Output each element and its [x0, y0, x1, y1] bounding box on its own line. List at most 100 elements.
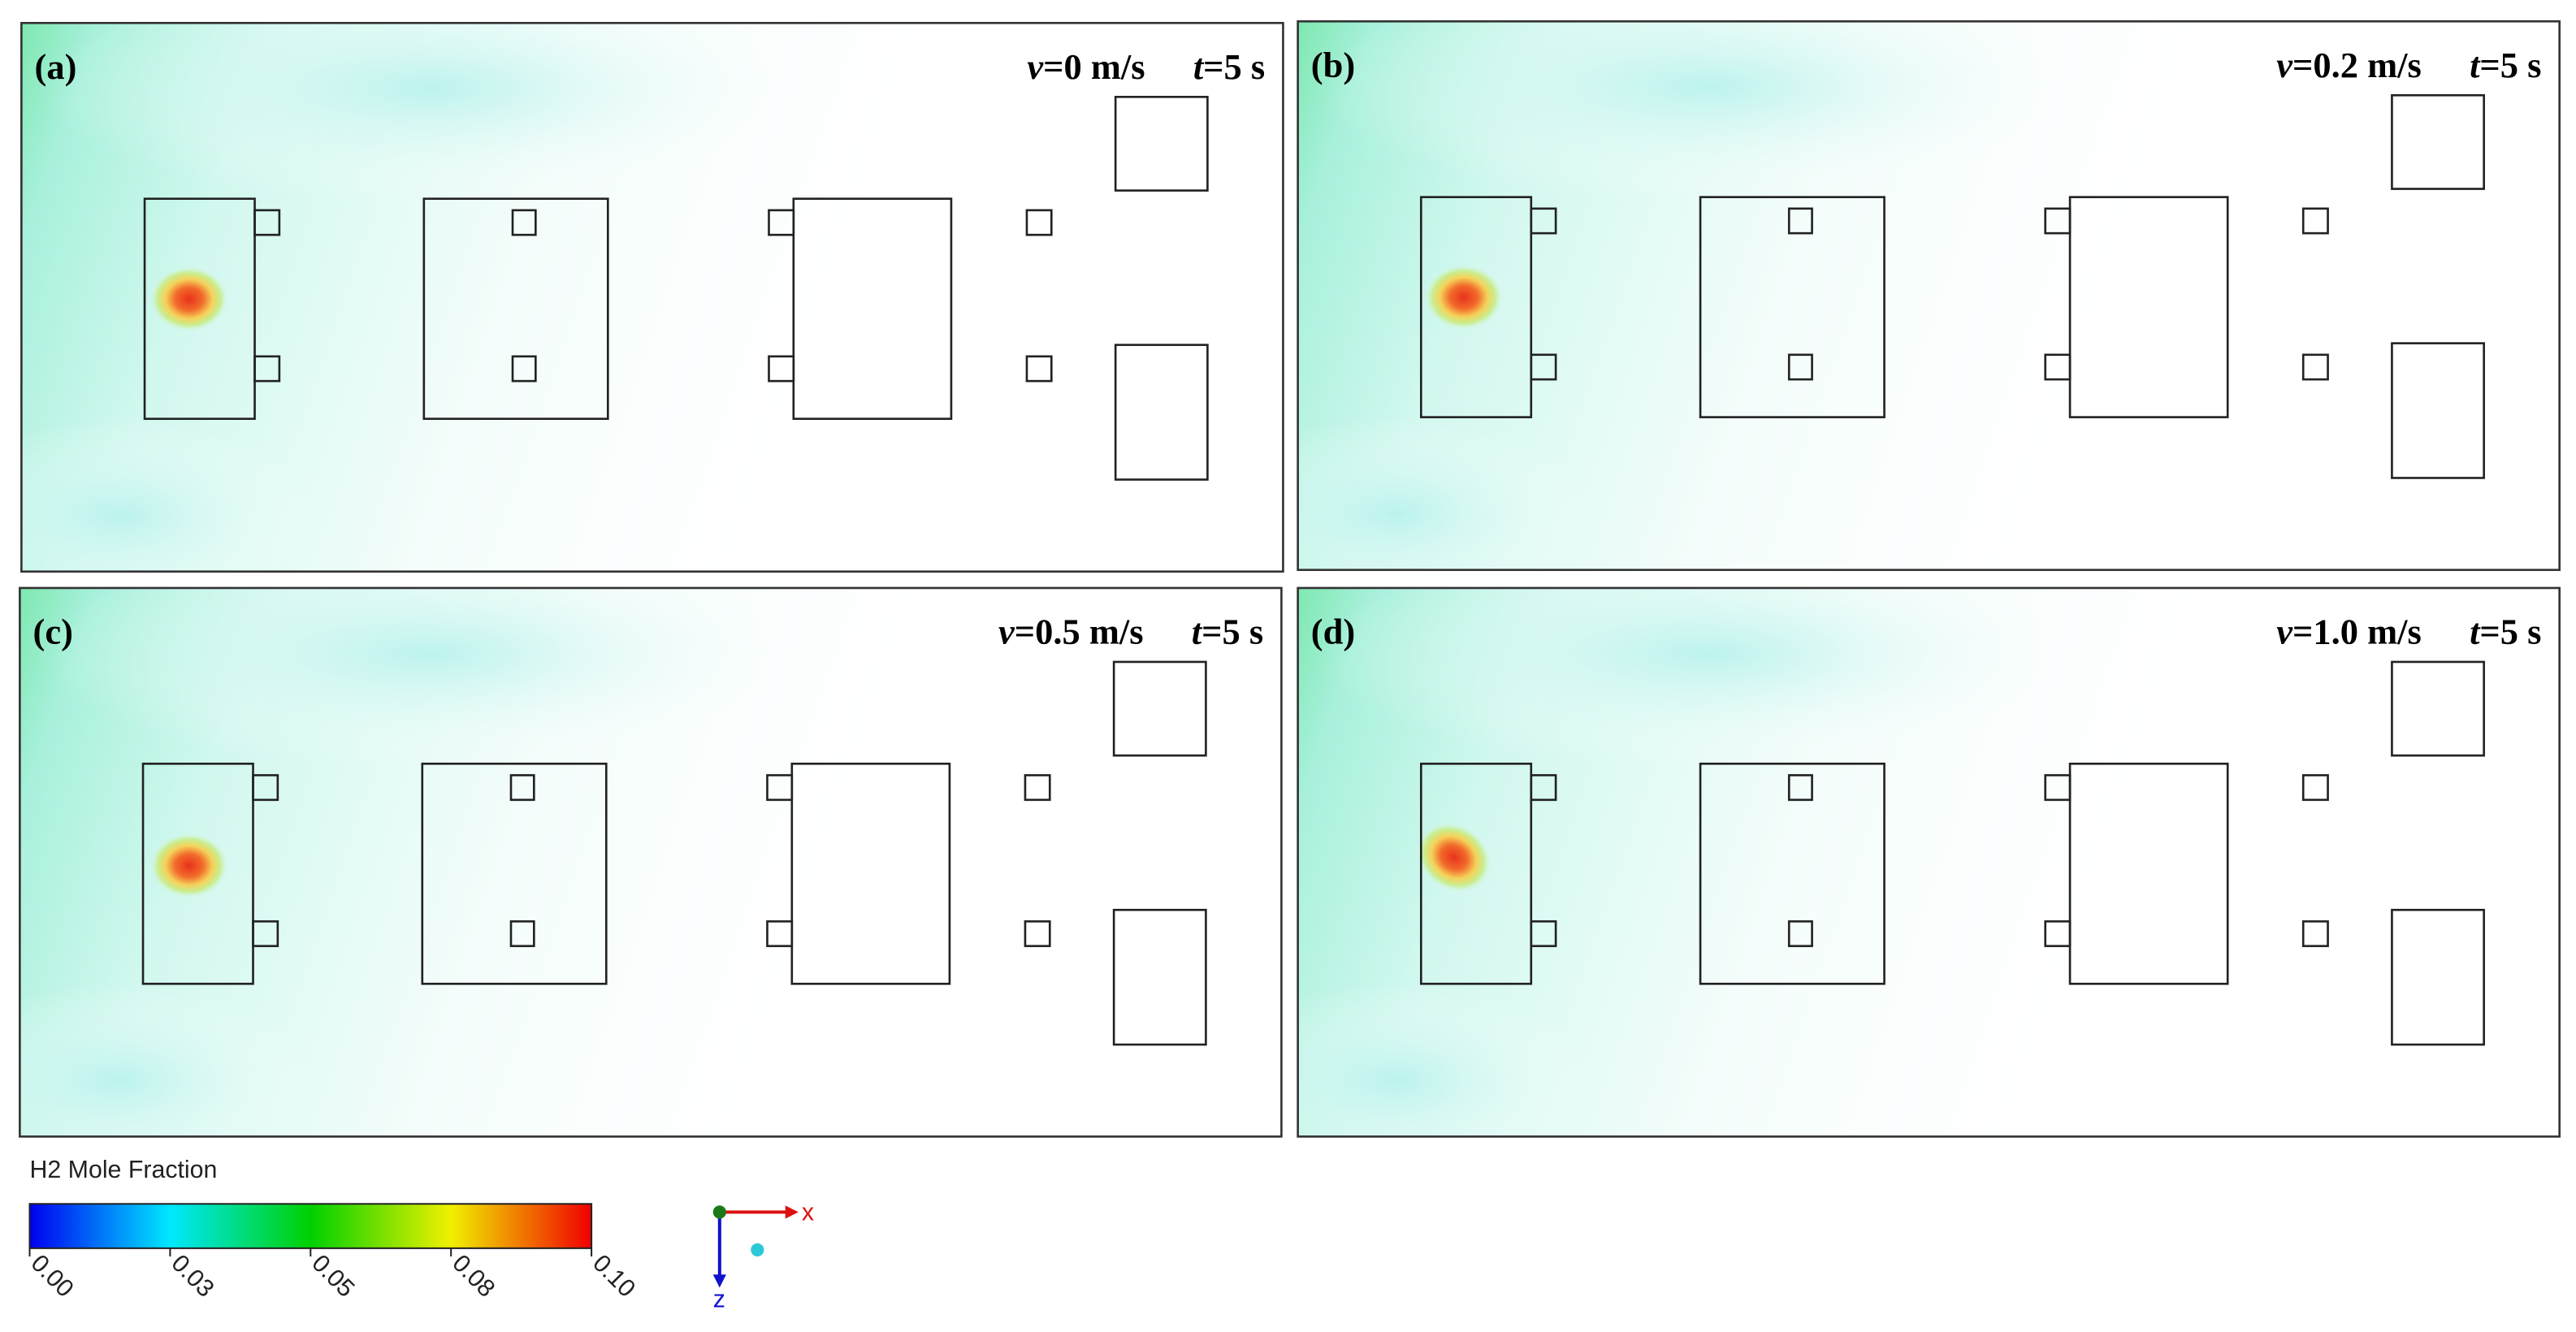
obstacle [2301, 207, 2329, 235]
panel-border [1297, 586, 2561, 1138]
panel-label: (a) [35, 46, 77, 87]
obstacle [1024, 920, 1051, 948]
plume [1297, 982, 1594, 1137]
velocity-value: =0.2 m/s [2292, 45, 2422, 85]
contour-field [19, 587, 1282, 1137]
panel-border [1297, 19, 2561, 572]
contour-field [1297, 587, 2560, 1137]
obstacle [2301, 920, 2329, 948]
obstacle [1787, 920, 1813, 948]
obstacle [790, 763, 951, 985]
time-value: =5 s [2479, 612, 2541, 652]
z-label: z [713, 1287, 725, 1313]
colorbar-title: H2 Mole Fraction [29, 1157, 217, 1183]
hotspot [1424, 264, 1504, 331]
plume [19, 982, 316, 1137]
z-arrowhead [712, 1274, 726, 1288]
time-text: t=5 s [1193, 46, 1265, 87]
panel: (b) t=5 s v=0.2 m/s [1297, 19, 2561, 572]
obstacle [1114, 95, 1209, 192]
obstacle [2391, 93, 2485, 190]
velocity-text: v=0.5 m/s [998, 612, 1143, 652]
plume [36, 587, 825, 769]
time-value: =5 s [1203, 46, 1265, 87]
obstacle [1419, 763, 1533, 985]
velocity-value: =0 m/s [1043, 46, 1145, 87]
obstacle [422, 197, 609, 420]
y-axis-dot [712, 1205, 726, 1219]
panel: (c) t=5 s v=0.5 m/s [19, 586, 1283, 1138]
obstacle [509, 920, 535, 948]
obstacle [1530, 207, 1557, 235]
obstacle [253, 355, 281, 383]
obstacle [253, 209, 281, 236]
obstacle [2301, 774, 2329, 802]
obstacle [511, 355, 537, 383]
obstacle [1787, 353, 1813, 381]
colorbar-tick-label: 0.03 [166, 1250, 219, 1303]
plume [1314, 587, 2103, 769]
colorbar-tick-label: 0.00 [26, 1250, 79, 1303]
panel-label: (b) [1311, 45, 1355, 85]
velocity-value: =0.5 m/s [1015, 612, 1144, 652]
hotspot [1416, 822, 1491, 893]
obstacle [1025, 209, 1053, 236]
obstacle [1530, 920, 1557, 948]
time-value: =5 s [1201, 612, 1263, 652]
time-symbol: t [1192, 612, 1203, 652]
velocity-value: =1.0 m/s [2292, 612, 2422, 652]
velocity-text: v=0.2 m/s [2276, 45, 2422, 85]
time-text: t=5 s [2470, 612, 2541, 652]
obstacle [1699, 196, 1885, 418]
time-text: t=5 s [1192, 612, 1263, 652]
time-text: t=5 s [2470, 45, 2541, 85]
panel-border [19, 586, 1283, 1138]
obstacle [1025, 355, 1053, 383]
colorbar [28, 1203, 593, 1249]
time-symbol: t [1193, 46, 1205, 87]
obstacle [1419, 196, 1533, 418]
obstacle [2068, 196, 2229, 418]
obstacle [1530, 774, 1557, 802]
obstacle [792, 197, 953, 420]
colorbar-tick-label: 0.05 [306, 1250, 359, 1303]
obstacle [1112, 660, 1207, 757]
obstacle [141, 763, 254, 985]
obstacle [511, 209, 537, 236]
obstacle [252, 774, 279, 802]
obstacle [2301, 353, 2329, 381]
time-symbol: t [2470, 45, 2481, 85]
x-label: x [802, 1199, 814, 1226]
plume [37, 23, 827, 204]
panel-label: (d) [1311, 612, 1355, 652]
obstacle [2391, 908, 2485, 1046]
panel-label: (c) [33, 612, 73, 652]
panel: (d) t=5 s v=1.0 m/s [1297, 586, 2561, 1138]
velocity-text: v=1.0 m/s [2276, 612, 2422, 652]
obstacle [1530, 353, 1557, 381]
contour-field [21, 23, 1284, 572]
time-value: =5 s [2479, 45, 2541, 85]
obstacle [2391, 660, 2485, 757]
obstacle [1787, 774, 1813, 802]
obstacle [2391, 342, 2485, 479]
obstacle [1114, 344, 1209, 481]
obstacle [1112, 908, 1207, 1046]
velocity-symbol: v [1027, 46, 1044, 87]
velocity-symbol: v [2276, 612, 2293, 652]
axes-triad: x z [712, 1199, 814, 1313]
obstacle [1699, 763, 1885, 985]
x-arrowhead [785, 1205, 799, 1219]
colorbar-tick-label: 0.10 [587, 1250, 640, 1303]
panel: (a) t=5 s v=0 m/s [20, 21, 1284, 573]
velocity-symbol: v [2276, 45, 2293, 85]
obstacle [509, 774, 535, 802]
obstacle [143, 197, 256, 420]
obstacle [252, 920, 279, 948]
plume [21, 417, 318, 572]
time-symbol: t [2470, 612, 2481, 652]
obstacle [1787, 207, 1813, 235]
contour-field [1297, 21, 2560, 570]
